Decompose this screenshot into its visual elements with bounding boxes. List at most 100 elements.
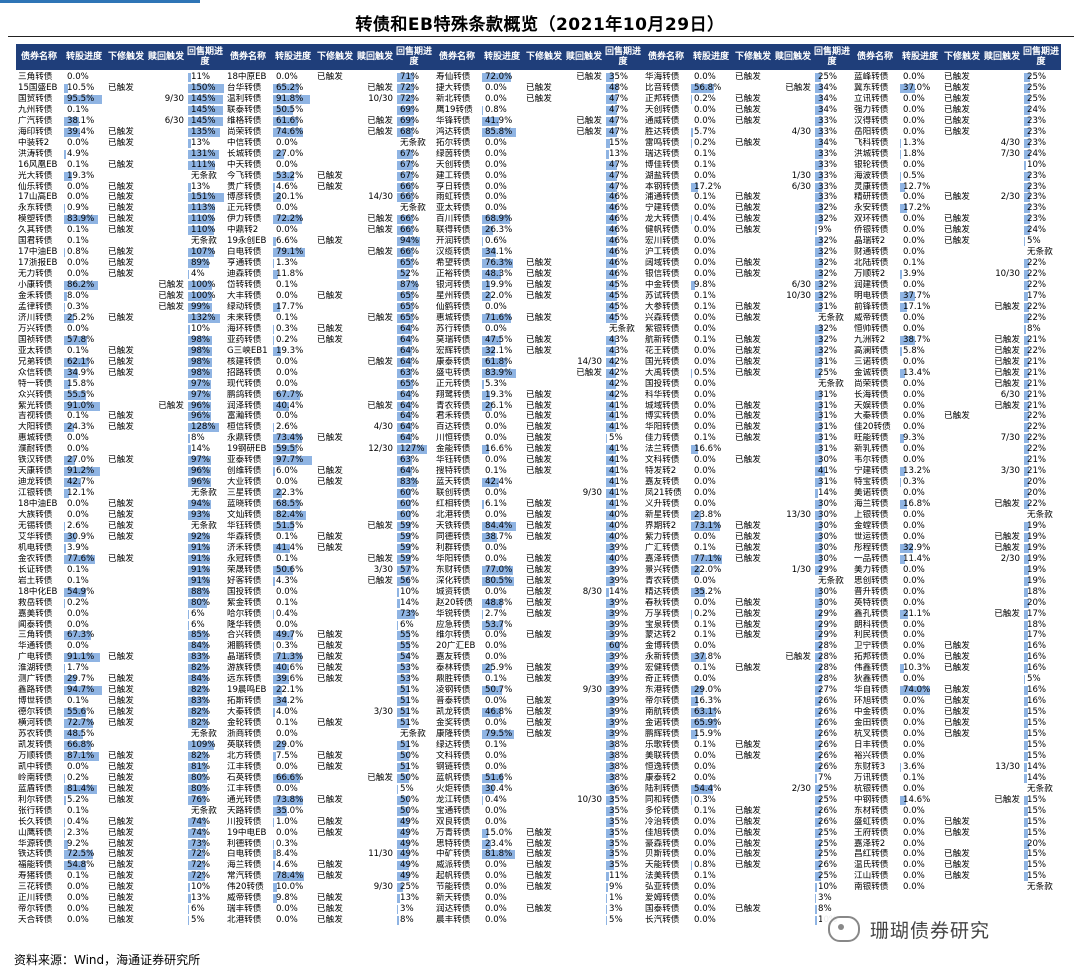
- put-progress-value: 10%: [191, 882, 211, 893]
- downward-revision-trigger: [317, 379, 353, 390]
- progress-value: 40.6%: [276, 663, 304, 674]
- put-progress-value: 8%: [818, 904, 832, 915]
- redemption-trigger: 6/30: [1000, 389, 1020, 400]
- put-progress-value: 35%: [609, 816, 629, 827]
- redemption-trigger: [984, 105, 1020, 116]
- conversion-progress: 34.9%: [64, 368, 104, 379]
- redemption-trigger: [775, 214, 811, 225]
- table-row: 新天转债 0.0% 1%: [434, 893, 643, 904]
- put-progress-value: 65%: [400, 312, 420, 323]
- table-row: 凯龙转债 46.8% 已触发 39%: [434, 707, 643, 718]
- progress-value: 0.0%: [903, 674, 925, 685]
- progress-bar: [900, 686, 930, 696]
- put-progress-value: 14%: [818, 488, 838, 499]
- table-row: 三角转债 67.3% 85%: [16, 630, 225, 641]
- put-progress-bar: [606, 379, 617, 389]
- progress-value: 0.4%: [694, 214, 716, 225]
- bond-name: 新星转债: [645, 510, 680, 520]
- conversion-progress: 0.0%: [482, 171, 522, 182]
- put-period-progress: 19%: [1024, 521, 1060, 532]
- table-row: 精研转债 0.0% 已触发 2/30 23%: [852, 192, 1061, 203]
- table-row: 铁汉转债 27.0% 已触发 97%: [16, 455, 225, 466]
- put-progress-bar: [606, 73, 615, 82]
- put-progress-value: 98%: [191, 345, 211, 356]
- downward-revision-trigger: [944, 302, 980, 313]
- redemption-trigger: [775, 915, 811, 926]
- redemption-trigger: [566, 915, 602, 926]
- redemption-trigger: 已触发: [367, 82, 393, 93]
- put-progress-value: 14%: [609, 586, 629, 597]
- downward-revision-trigger: 已触发: [944, 93, 970, 104]
- put-progress-bar: [397, 511, 412, 520]
- put-period-progress: 15%: [1024, 871, 1060, 882]
- redemption-trigger: [148, 576, 184, 587]
- bond-name: 孟律转债: [18, 301, 53, 312]
- bond-name: 胜达转债: [645, 126, 680, 137]
- put-progress-value: 41%: [609, 400, 629, 411]
- put-progress-value: 43%: [609, 334, 629, 345]
- redemption-trigger: [566, 740, 602, 751]
- put-period-progress: 无条款: [1024, 882, 1060, 893]
- put-period-progress: 45%: [606, 302, 642, 313]
- put-period-progress: 17%: [1024, 630, 1060, 641]
- put-progress-bar: [397, 576, 411, 586]
- conversion-progress: 48.3%: [482, 269, 522, 280]
- put-progress-bar: [1024, 313, 1030, 323]
- conversion-progress: 68.5%: [273, 499, 313, 510]
- progress-bar: [273, 83, 300, 93]
- progress-bar: [273, 237, 276, 247]
- put-progress-value: 30%: [818, 553, 838, 564]
- put-period-progress: 8%: [1024, 324, 1060, 335]
- redemption-trigger: [148, 773, 184, 784]
- redemption-trigger: [566, 379, 602, 390]
- put-progress-bar: [188, 346, 212, 356]
- bond-name: 帝尔转债: [18, 904, 53, 915]
- progress-value: 0.0%: [485, 882, 507, 893]
- bond-name: 国贸转债: [18, 93, 53, 104]
- bond-name: 世运转债: [854, 531, 889, 542]
- put-progress-bar: [188, 686, 208, 696]
- progress-bar: [482, 401, 493, 411]
- put-period-progress: 32%: [815, 236, 851, 247]
- put-period-progress: 26%: [815, 751, 851, 762]
- conversion-progress: 0.3%: [273, 324, 313, 335]
- progress-value: 0.0%: [694, 115, 716, 126]
- put-progress-bar: [606, 401, 616, 411]
- redemption-trigger: 2/30: [791, 783, 811, 794]
- put-progress-value: 98%: [191, 334, 211, 345]
- put-progress-value: 94%: [400, 236, 420, 247]
- bond-name: 泰林转债: [436, 663, 471, 674]
- progress-bar: [273, 149, 284, 159]
- put-progress-value: 50%: [400, 772, 420, 783]
- put-progress-bar: [606, 587, 610, 597]
- table-row: 节能转债 0.0% 已触发 9%: [434, 882, 643, 893]
- progress-bar: [691, 83, 714, 93]
- put-progress-value: 45%: [609, 291, 629, 301]
- downward-revision-trigger: 已触发: [944, 115, 970, 126]
- table-row: 晶瑞转2 0.0% 已触发 5%: [852, 236, 1061, 247]
- put-progress-value: 38%: [609, 739, 629, 750]
- progress-bar: [900, 664, 905, 674]
- downward-revision-trigger: [108, 379, 144, 390]
- redemption-trigger: [566, 554, 602, 565]
- bond-name: 鹰19转债: [436, 104, 473, 115]
- put-progress-value: 65%: [400, 378, 420, 389]
- progress-value: 0.0%: [903, 214, 925, 225]
- put-period-progress: 60%: [606, 641, 642, 652]
- put-period-progress: 30%: [815, 499, 851, 510]
- conversion-progress: 30.4%: [482, 784, 522, 795]
- redemption-trigger: [148, 915, 184, 926]
- put-period-progress: 113%: [188, 203, 224, 214]
- table-row: 迪森转债 11.8% 52%: [225, 269, 434, 280]
- progress-value: 82.4%: [276, 510, 304, 520]
- bond-name: 博佳转债: [645, 159, 680, 170]
- conversion-progress: 0.5%: [900, 171, 940, 182]
- redemption-trigger: [357, 685, 393, 696]
- progress-value: 0.0%: [903, 510, 925, 520]
- downward-revision-trigger: [317, 105, 353, 116]
- bond-name: 三星转债: [227, 488, 262, 499]
- redemption-trigger: [357, 663, 393, 674]
- bond-name: 文科转债: [645, 455, 680, 466]
- conversion-progress: 0.3%: [900, 477, 940, 488]
- downward-revision-trigger: 已触发: [108, 312, 134, 323]
